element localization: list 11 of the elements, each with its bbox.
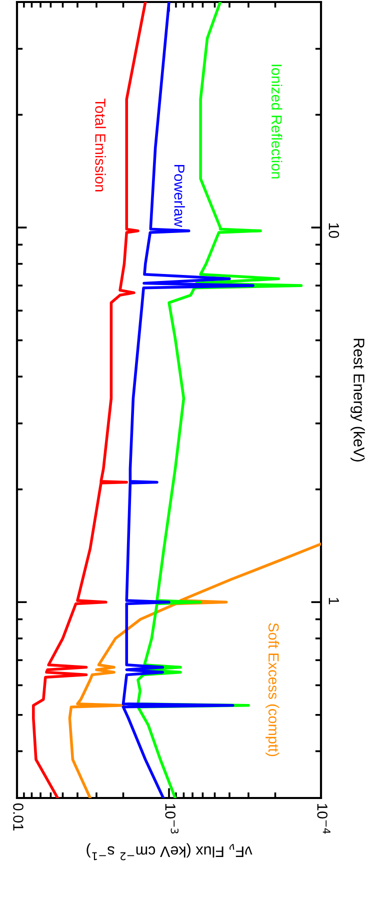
y-tick-label: 10 <box>328 223 340 238</box>
x-tick-label: 10$^{−3}$ <box>165 804 178 834</box>
x-tick-label: 10$^{−4}$ <box>317 804 330 834</box>
x-axis-title: νF$_{ν}$ Flux (keV cm$^{−2}$ s$^{−1}$) <box>86 843 252 860</box>
text: Powerlaw <box>174 165 185 228</box>
text: Ionized Reflection <box>271 64 282 178</box>
text: Total Emission <box>95 98 106 192</box>
y-axis-title: Rest Energy (keV) <box>350 338 365 462</box>
text: Soft Excess (comptt) <box>266 623 280 756</box>
x-tick-label: 0.01 <box>13 803 24 831</box>
y-tick-label: 1 <box>328 598 339 604</box>
